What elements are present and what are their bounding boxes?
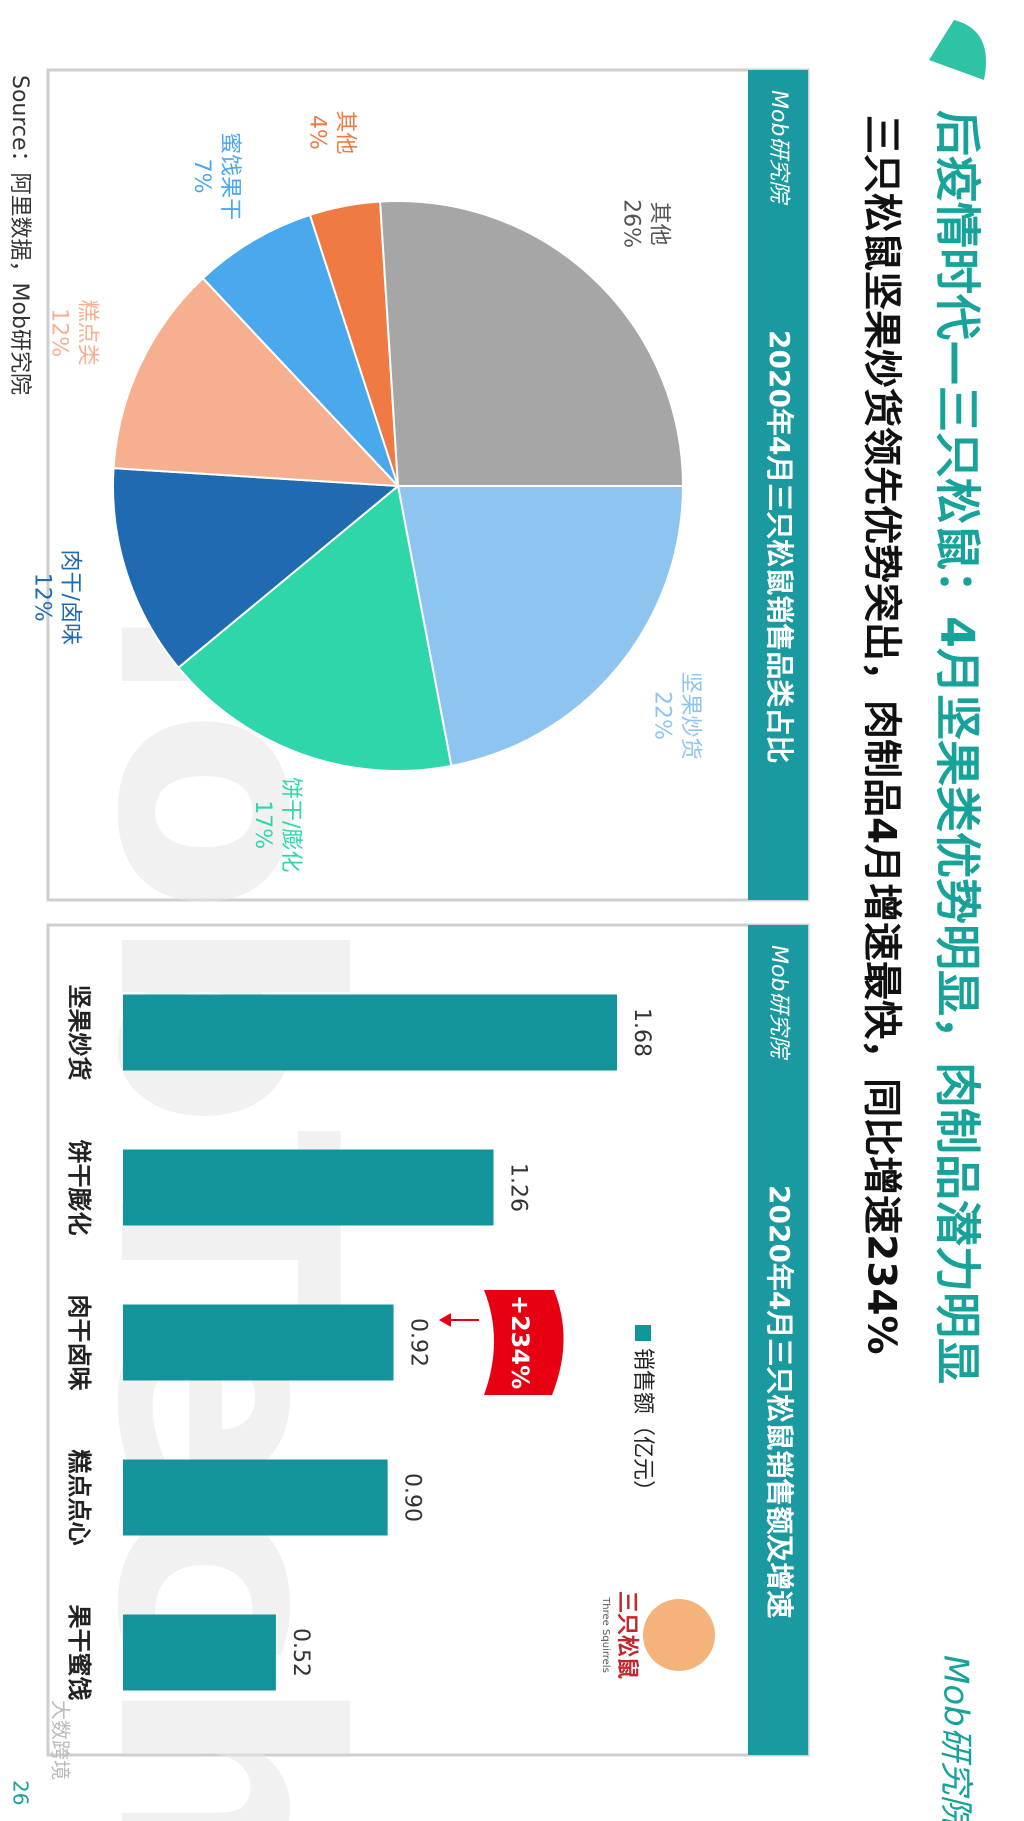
x-tick-label: 果干蜜饯 bbox=[65, 1605, 93, 1701]
slice-label: 坚果炒货 bbox=[677, 671, 702, 759]
source-note: Source：阿里数据，Mob研究院 bbox=[7, 75, 32, 395]
bar bbox=[123, 1149, 494, 1226]
slice-value-label: 17% bbox=[250, 800, 275, 849]
legend-swatch bbox=[635, 1325, 651, 1341]
slice-label: 蜜饯果干 bbox=[217, 132, 242, 220]
panel-header bbox=[748, 70, 808, 900]
page-number: 26 bbox=[9, 1780, 33, 1805]
slice-value-label: 26% bbox=[618, 199, 643, 248]
bar-value-label: 1.26 bbox=[506, 1163, 531, 1212]
legend-label: 销售额（亿元） bbox=[630, 1348, 655, 1502]
slice-label: 其他 bbox=[646, 202, 671, 246]
logo-face bbox=[643, 1599, 715, 1671]
brand-logo-graphic: 三只松鼠 Three Squirrels bbox=[600, 1591, 715, 1679]
slice-label: 糕点类 bbox=[74, 300, 99, 366]
pie-slice bbox=[112, 276, 401, 488]
x-tick-label: 坚果炒货 bbox=[65, 985, 93, 1081]
slice-label: 饼干/膨化 bbox=[278, 777, 303, 872]
pie-slice bbox=[201, 213, 399, 487]
page-subtitle: 三只松鼠坚果炒货领先优势突出，肉制品4月增速最快，同比增速234% bbox=[859, 115, 904, 1355]
panel-brand: Mob研究院 bbox=[766, 945, 791, 1060]
x-tick-label: 饼干膨化 bbox=[65, 1140, 93, 1236]
pie-slice bbox=[396, 485, 685, 768]
logo-text: 三只松鼠 bbox=[614, 1591, 639, 1679]
bar bbox=[123, 994, 617, 1071]
pie-slice bbox=[112, 467, 401, 670]
slice-value-label: 12% bbox=[30, 573, 55, 622]
page-title: 后疫情时代—三只松鼠：4月坚果类优势明显，肉制品潜力明显 bbox=[931, 110, 985, 1384]
x-tick-label: 肉干卤味 bbox=[65, 1295, 93, 1391]
slice-value-label: 12% bbox=[46, 308, 71, 357]
bar bbox=[123, 1459, 388, 1536]
slice-value-label: 4% bbox=[305, 115, 330, 150]
brand-logo: Mob研究院 bbox=[936, 1655, 976, 1821]
slice-value-label: 22% bbox=[649, 691, 674, 740]
slice-value-label: 7% bbox=[189, 159, 214, 194]
panel-title: 2020年4月三只松鼠销售品类占比 bbox=[763, 330, 796, 763]
pie-slice bbox=[176, 484, 453, 772]
bar-value-label: 0.92 bbox=[406, 1318, 431, 1367]
panel-brand: Mob研究院 bbox=[766, 90, 791, 205]
slice-label: 其他 bbox=[333, 110, 358, 154]
bar-value-label: 0.90 bbox=[400, 1473, 425, 1522]
bar-value-label: 1.68 bbox=[629, 1008, 654, 1057]
slice-label: 肉干/卤味 bbox=[58, 550, 83, 645]
bar bbox=[123, 1304, 394, 1381]
annotation-flag bbox=[484, 1290, 564, 1395]
panel-header bbox=[748, 925, 808, 1755]
panel-title: 2020年4月三只松鼠销售额及增速 bbox=[763, 1185, 796, 1618]
pie-slice bbox=[379, 200, 685, 487]
logo-subtext: Three Squirrels bbox=[600, 1596, 611, 1673]
annotation-text: +234% bbox=[506, 1295, 534, 1389]
annotation-arrowhead bbox=[439, 1313, 451, 1327]
footer-watermark: 大数跨境 bbox=[49, 1700, 73, 1780]
bar-value-label: 0.52 bbox=[288, 1628, 313, 1677]
title-icon bbox=[929, 20, 986, 80]
x-tick-label: 糕点点心 bbox=[65, 1450, 93, 1546]
bar bbox=[123, 1614, 276, 1691]
